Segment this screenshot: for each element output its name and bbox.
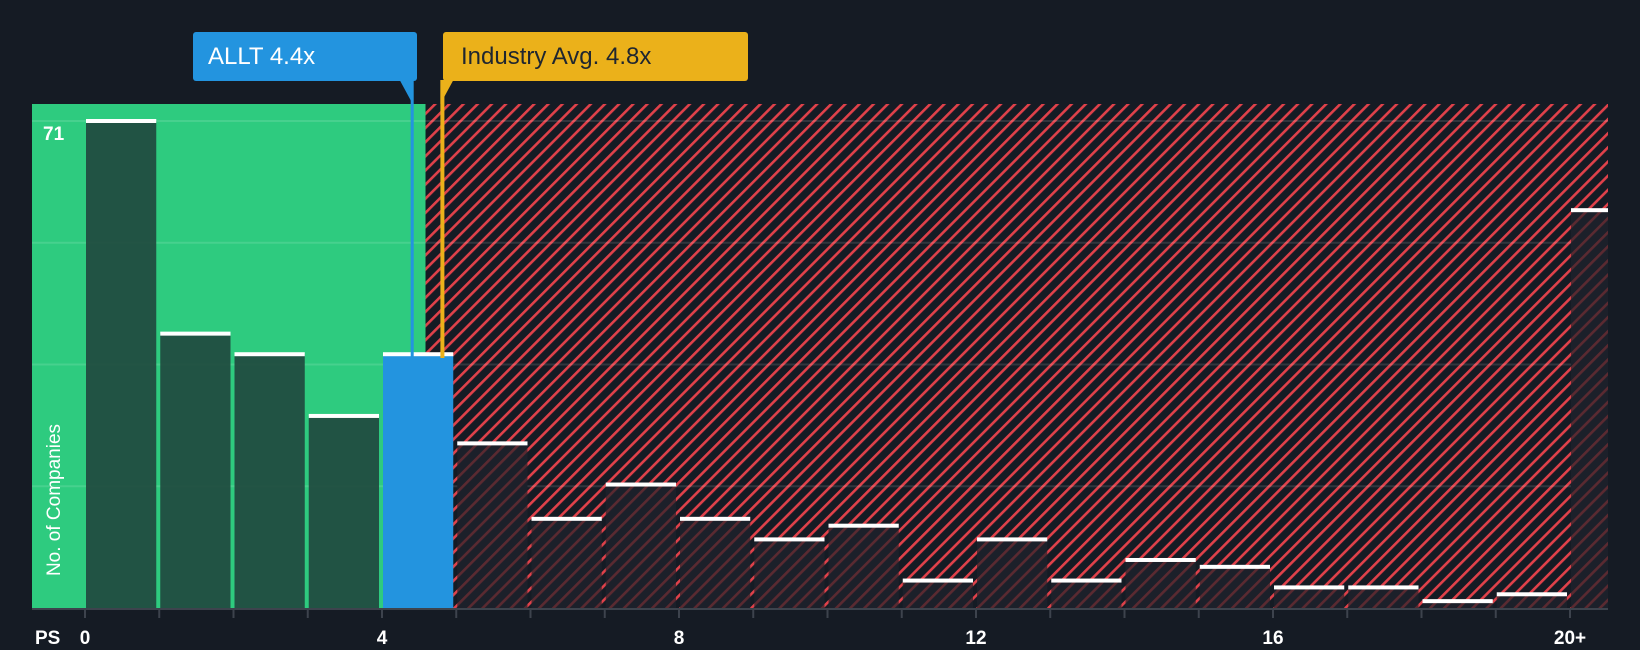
bar-cap xyxy=(86,119,157,123)
bar-cap xyxy=(457,441,528,446)
bar-cap xyxy=(1422,599,1493,604)
histogram-bar xyxy=(1274,587,1345,608)
bar-cap xyxy=(234,352,305,357)
bar-cap xyxy=(1125,557,1196,562)
bar-cap xyxy=(1274,585,1345,590)
bar-cap xyxy=(160,331,231,336)
x-tick-label: 20+ xyxy=(1553,628,1587,649)
histogram-bar xyxy=(605,484,676,608)
histogram-bar xyxy=(457,443,528,608)
histogram-bar xyxy=(234,354,305,608)
histogram-bar xyxy=(1051,580,1122,608)
histogram-bar xyxy=(754,539,825,608)
bar-cap xyxy=(754,537,825,542)
histogram-bar xyxy=(160,333,231,608)
histogram-bar xyxy=(86,121,157,608)
bar-cap xyxy=(383,352,454,357)
bar-cap xyxy=(1496,592,1567,597)
x-tick-label: 16 xyxy=(1262,628,1284,649)
company-ps-callout: ALLT 4.4x xyxy=(193,32,417,81)
histogram-bar xyxy=(977,539,1048,608)
bar-cap xyxy=(902,578,973,583)
histogram-bar xyxy=(383,354,454,608)
overvalued-zone xyxy=(425,104,1608,608)
bar-cap xyxy=(308,413,379,418)
bar-cap xyxy=(828,523,899,528)
histogram-bar xyxy=(1199,566,1270,608)
company-marker-line xyxy=(410,80,414,358)
histogram-bar xyxy=(828,525,899,608)
x-tick-label: 4 xyxy=(376,628,388,649)
bar-cap xyxy=(1571,208,1608,213)
bar-cap xyxy=(1051,578,1122,583)
industry-marker-line xyxy=(440,80,445,358)
x-tick-label: 8 xyxy=(673,628,685,649)
bar-cap xyxy=(531,516,602,521)
y-max-label: 71 xyxy=(43,124,65,145)
bar-cap xyxy=(977,537,1048,542)
bar-cap xyxy=(1348,585,1419,590)
bar-cap xyxy=(605,482,676,487)
histogram-bar xyxy=(1422,601,1493,608)
histogram-bar xyxy=(1125,559,1196,608)
histogram-bar xyxy=(902,580,973,608)
histogram-bar xyxy=(1571,210,1608,609)
bar-cap xyxy=(680,516,751,521)
x-tick-label: 12 xyxy=(965,628,987,649)
company-pointer xyxy=(399,80,413,104)
histogram-bar xyxy=(1348,587,1419,608)
histogram-bar xyxy=(308,415,379,608)
histogram-bar xyxy=(1496,594,1567,608)
x-axis-prefix: PS xyxy=(35,628,61,649)
histogram-bar xyxy=(680,518,751,608)
bar-cap xyxy=(1199,564,1270,569)
industry-average-callout: Industry Avg. 4.8x xyxy=(443,32,748,81)
x-tick-label: 0 xyxy=(79,628,91,649)
y-axis-label: No. of Companies xyxy=(44,423,65,577)
histogram-bar xyxy=(531,518,602,608)
